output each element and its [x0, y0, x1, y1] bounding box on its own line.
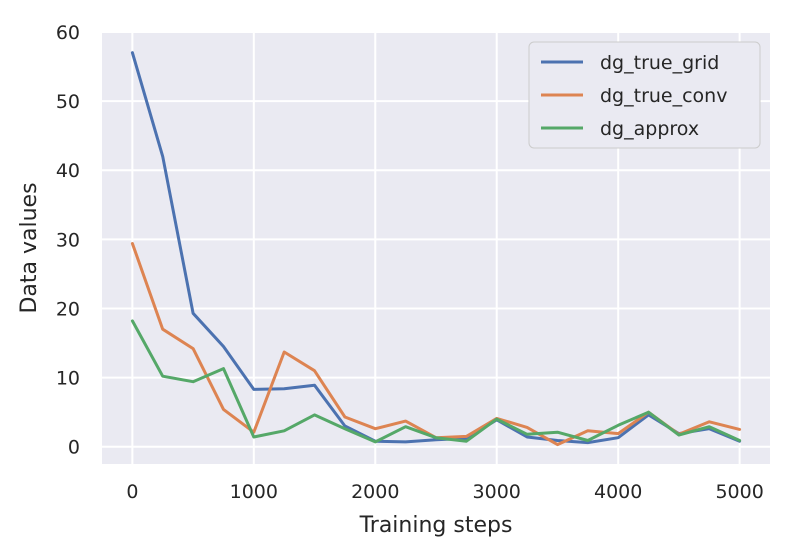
x-tick-label: 2000	[351, 481, 399, 503]
legend: dg_true_grid dg_true_conv dg_approx	[528, 41, 761, 149]
series-line-dg-true-grid	[130, 51, 742, 445]
y-tick-label: 10	[56, 368, 80, 390]
x-tick-label: 0	[126, 481, 138, 503]
legend-box	[528, 41, 761, 149]
x-tick-label: 3000	[473, 481, 521, 503]
legend-label-dg-true-grid: dg_true_grid	[600, 52, 719, 74]
y-tick-label: 0	[68, 437, 80, 459]
y-tick-label: 20	[56, 298, 80, 320]
y-tick-label: 30	[56, 229, 80, 251]
legend-label-dg-approx: dg_approx	[600, 118, 699, 140]
x-tick-label: 1000	[230, 481, 278, 503]
legend-label-dg-true-conv: dg_true_conv	[600, 85, 727, 107]
series-line-dg-approx	[130, 319, 742, 444]
y-tick-label: 60	[56, 22, 80, 44]
grid-lines	[102, 31, 770, 464]
x-axis-label: Training steps	[359, 513, 513, 538]
y-tick-label: 40	[56, 160, 80, 182]
y-axis-label: Data values	[17, 182, 42, 313]
series-group	[130, 51, 742, 447]
tick-labels: 0 1000 2000 3000 4000 5000 0 10 20 30 40 50 60	[56, 22, 764, 503]
x-tick-label: 4000	[594, 481, 642, 503]
x-tick-label: 5000	[715, 481, 763, 503]
y-tick-label: 50	[56, 91, 80, 113]
